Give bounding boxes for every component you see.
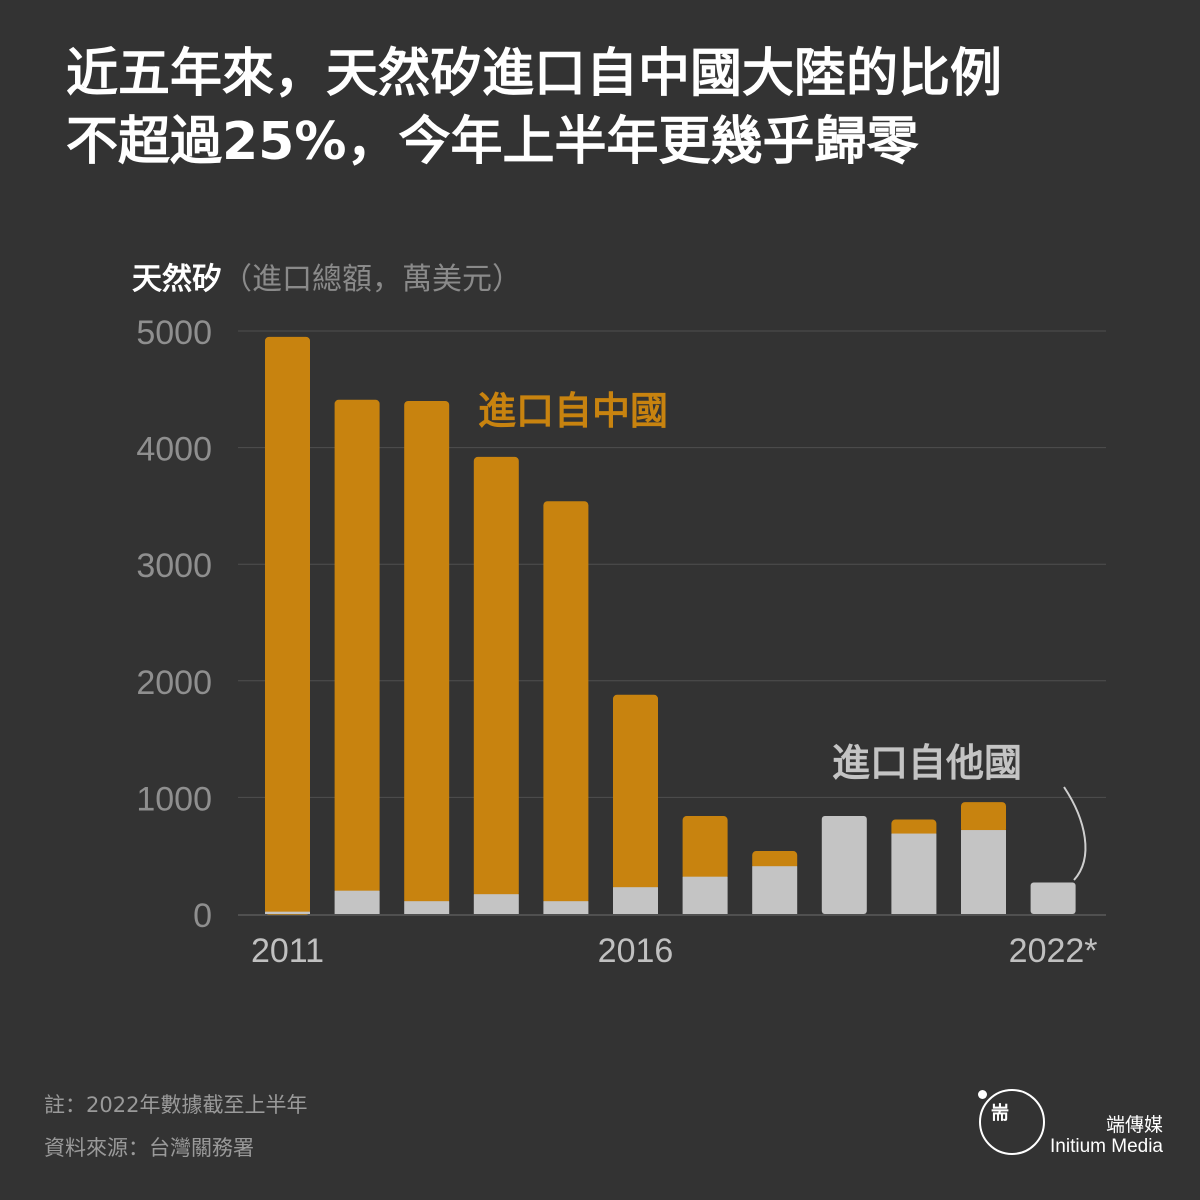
bar-segment-other <box>821 816 867 914</box>
bar-segment-other <box>613 887 658 914</box>
y-tick-label: 0 <box>193 897 212 935</box>
bar-2012 <box>334 399 380 914</box>
bar-2011 <box>265 336 310 915</box>
bar-2015 <box>543 501 589 914</box>
bar-2014 <box>473 456 519 914</box>
y-tick-label: 3000 <box>136 547 212 585</box>
bar-segment-other <box>543 901 589 914</box>
series-label-china: 進口自中國 <box>478 389 668 433</box>
bar-segment-china <box>404 400 450 905</box>
y-tick-label: 5000 <box>136 314 212 352</box>
bar-segment-china <box>752 851 798 870</box>
headline-line-2: 不超過25%，今年上半年更幾乎歸零 <box>66 112 919 172</box>
headline-line-1: 近五年來，天然矽進口自中國大陸的比例 <box>66 44 1003 104</box>
gridlines <box>238 330 1106 916</box>
bar-segment-other <box>473 894 519 914</box>
source-note: 資料來源：台灣關務署 <box>44 1136 254 1160</box>
bar-segment-other <box>1030 882 1076 914</box>
bar-2017 <box>682 816 728 914</box>
bar-2020 <box>891 819 937 914</box>
chart-label-main: 天然矽 <box>132 262 222 297</box>
bar-segment-china <box>543 501 589 905</box>
x-tick-label: 2022* <box>1009 932 1098 970</box>
bar-segment-china <box>473 456 519 898</box>
chart-label-unit: （進口總額，萬美元） <box>222 262 522 297</box>
y-tick-label: 4000 <box>136 431 212 469</box>
initium-logo: 耑 <box>978 1089 1045 1155</box>
y-axis-ticks: 0 1000 2000 3000 4000 5000 <box>136 314 212 935</box>
annotation-pointer <box>1063 786 1087 881</box>
bar-segment-china <box>891 819 937 837</box>
y-tick-label: 2000 <box>136 664 212 702</box>
y-tick-label: 1000 <box>136 780 212 818</box>
x-tick-label: 2011 <box>251 932 324 970</box>
x-tick-label: 2016 <box>598 932 674 970</box>
bar-2013 <box>404 400 450 914</box>
bar-segment-other <box>961 830 1006 914</box>
bar-segment-other <box>404 901 450 914</box>
footnote: 註：2022年數據截至上半年 <box>44 1093 308 1117</box>
headline: 近五年來，天然矽進口自中國大陸的比例 不超過25%，今年上半年更幾乎歸零 <box>66 40 1146 176</box>
logo-glyph: 耑 <box>991 1103 1009 1124</box>
bar-segment-other <box>265 911 310 914</box>
bar-2022* <box>1030 882 1076 914</box>
bar-segment-china <box>613 694 658 891</box>
brand-block: 耑 端傳媒 Initium Media <box>975 1088 1175 1168</box>
bar-segment-other <box>682 876 728 914</box>
bar-segment-china <box>682 816 728 880</box>
bar-segment-china <box>961 802 1006 834</box>
bar-segment-china <box>265 336 310 915</box>
bar-2019 <box>821 816 867 914</box>
bar-2018 <box>752 851 798 914</box>
brand-name-english: Initium Media <box>1050 1136 1163 1157</box>
bars <box>265 336 1076 915</box>
logo-dot <box>978 1090 987 1099</box>
bar-2016 <box>613 694 658 914</box>
series-label-other: 進口自他國 <box>832 741 1022 785</box>
chart-label: 天然矽（進口總額，萬美元） <box>132 254 522 298</box>
bar-segment-other <box>334 890 380 914</box>
bar-segment-other <box>752 866 798 914</box>
bar-2021 <box>961 802 1006 914</box>
bar-segment-china <box>334 399 380 894</box>
brand-name-chinese: 端傳媒 <box>1105 1114 1163 1136</box>
x-axis-ticks: 2011 2016 2022* <box>251 932 1098 970</box>
bar-segment-other <box>891 833 937 914</box>
